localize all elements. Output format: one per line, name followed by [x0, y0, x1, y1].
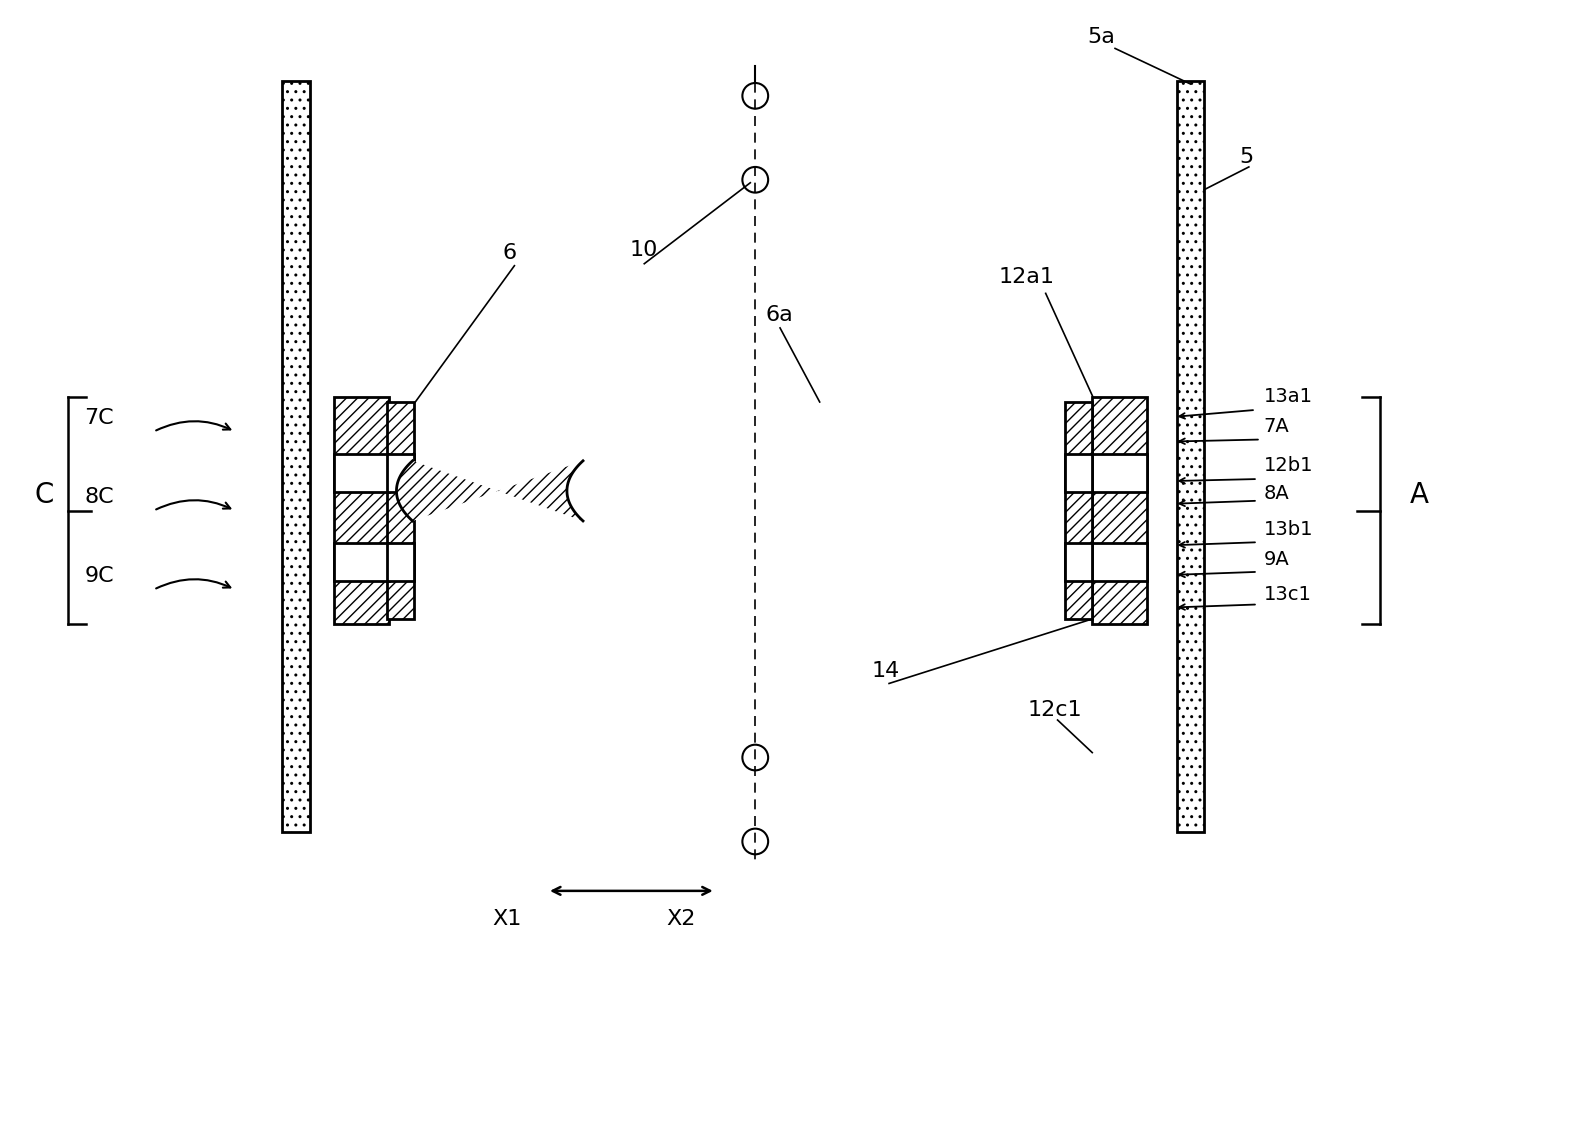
Text: C: C — [35, 480, 53, 508]
Text: 9A: 9A — [1264, 550, 1289, 569]
Text: 6: 6 — [502, 242, 517, 263]
Bar — [1064, 402, 1093, 619]
Bar — [386, 454, 414, 491]
Bar — [334, 454, 388, 491]
Bar — [1093, 543, 1146, 581]
Bar — [1064, 454, 1093, 491]
Text: 14: 14 — [871, 661, 900, 681]
Bar — [1064, 402, 1093, 619]
Bar — [334, 397, 388, 624]
Bar — [1093, 454, 1146, 491]
Text: 7C: 7C — [85, 407, 115, 427]
Bar — [386, 402, 414, 619]
Bar — [386, 543, 414, 581]
Text: 12a1: 12a1 — [999, 267, 1053, 287]
Text: 12c1: 12c1 — [1028, 700, 1082, 720]
Bar — [1176, 81, 1204, 831]
Bar — [1093, 397, 1146, 624]
Text: 6a: 6a — [765, 305, 793, 325]
Bar — [386, 402, 414, 619]
Text: 12b1: 12b1 — [1264, 457, 1313, 475]
Text: 8A: 8A — [1264, 484, 1289, 503]
Polygon shape — [397, 461, 582, 521]
Bar — [1093, 397, 1146, 624]
Text: 13c1: 13c1 — [1264, 585, 1311, 604]
Text: 5: 5 — [1239, 147, 1253, 167]
Text: 10: 10 — [630, 240, 658, 260]
Text: 7A: 7A — [1264, 416, 1289, 435]
Text: 13b1: 13b1 — [1264, 521, 1313, 540]
Bar — [334, 397, 388, 624]
Text: 9C: 9C — [85, 565, 115, 586]
Text: A: A — [1410, 480, 1429, 508]
Bar — [1064, 543, 1093, 581]
Text: 5a: 5a — [1088, 27, 1115, 47]
Text: 8C: 8C — [85, 487, 115, 507]
Bar — [283, 81, 311, 831]
Bar — [334, 543, 388, 581]
Text: X1: X1 — [493, 910, 521, 929]
Text: 13a1: 13a1 — [1264, 387, 1313, 406]
Polygon shape — [397, 461, 582, 521]
Text: X2: X2 — [666, 910, 696, 929]
